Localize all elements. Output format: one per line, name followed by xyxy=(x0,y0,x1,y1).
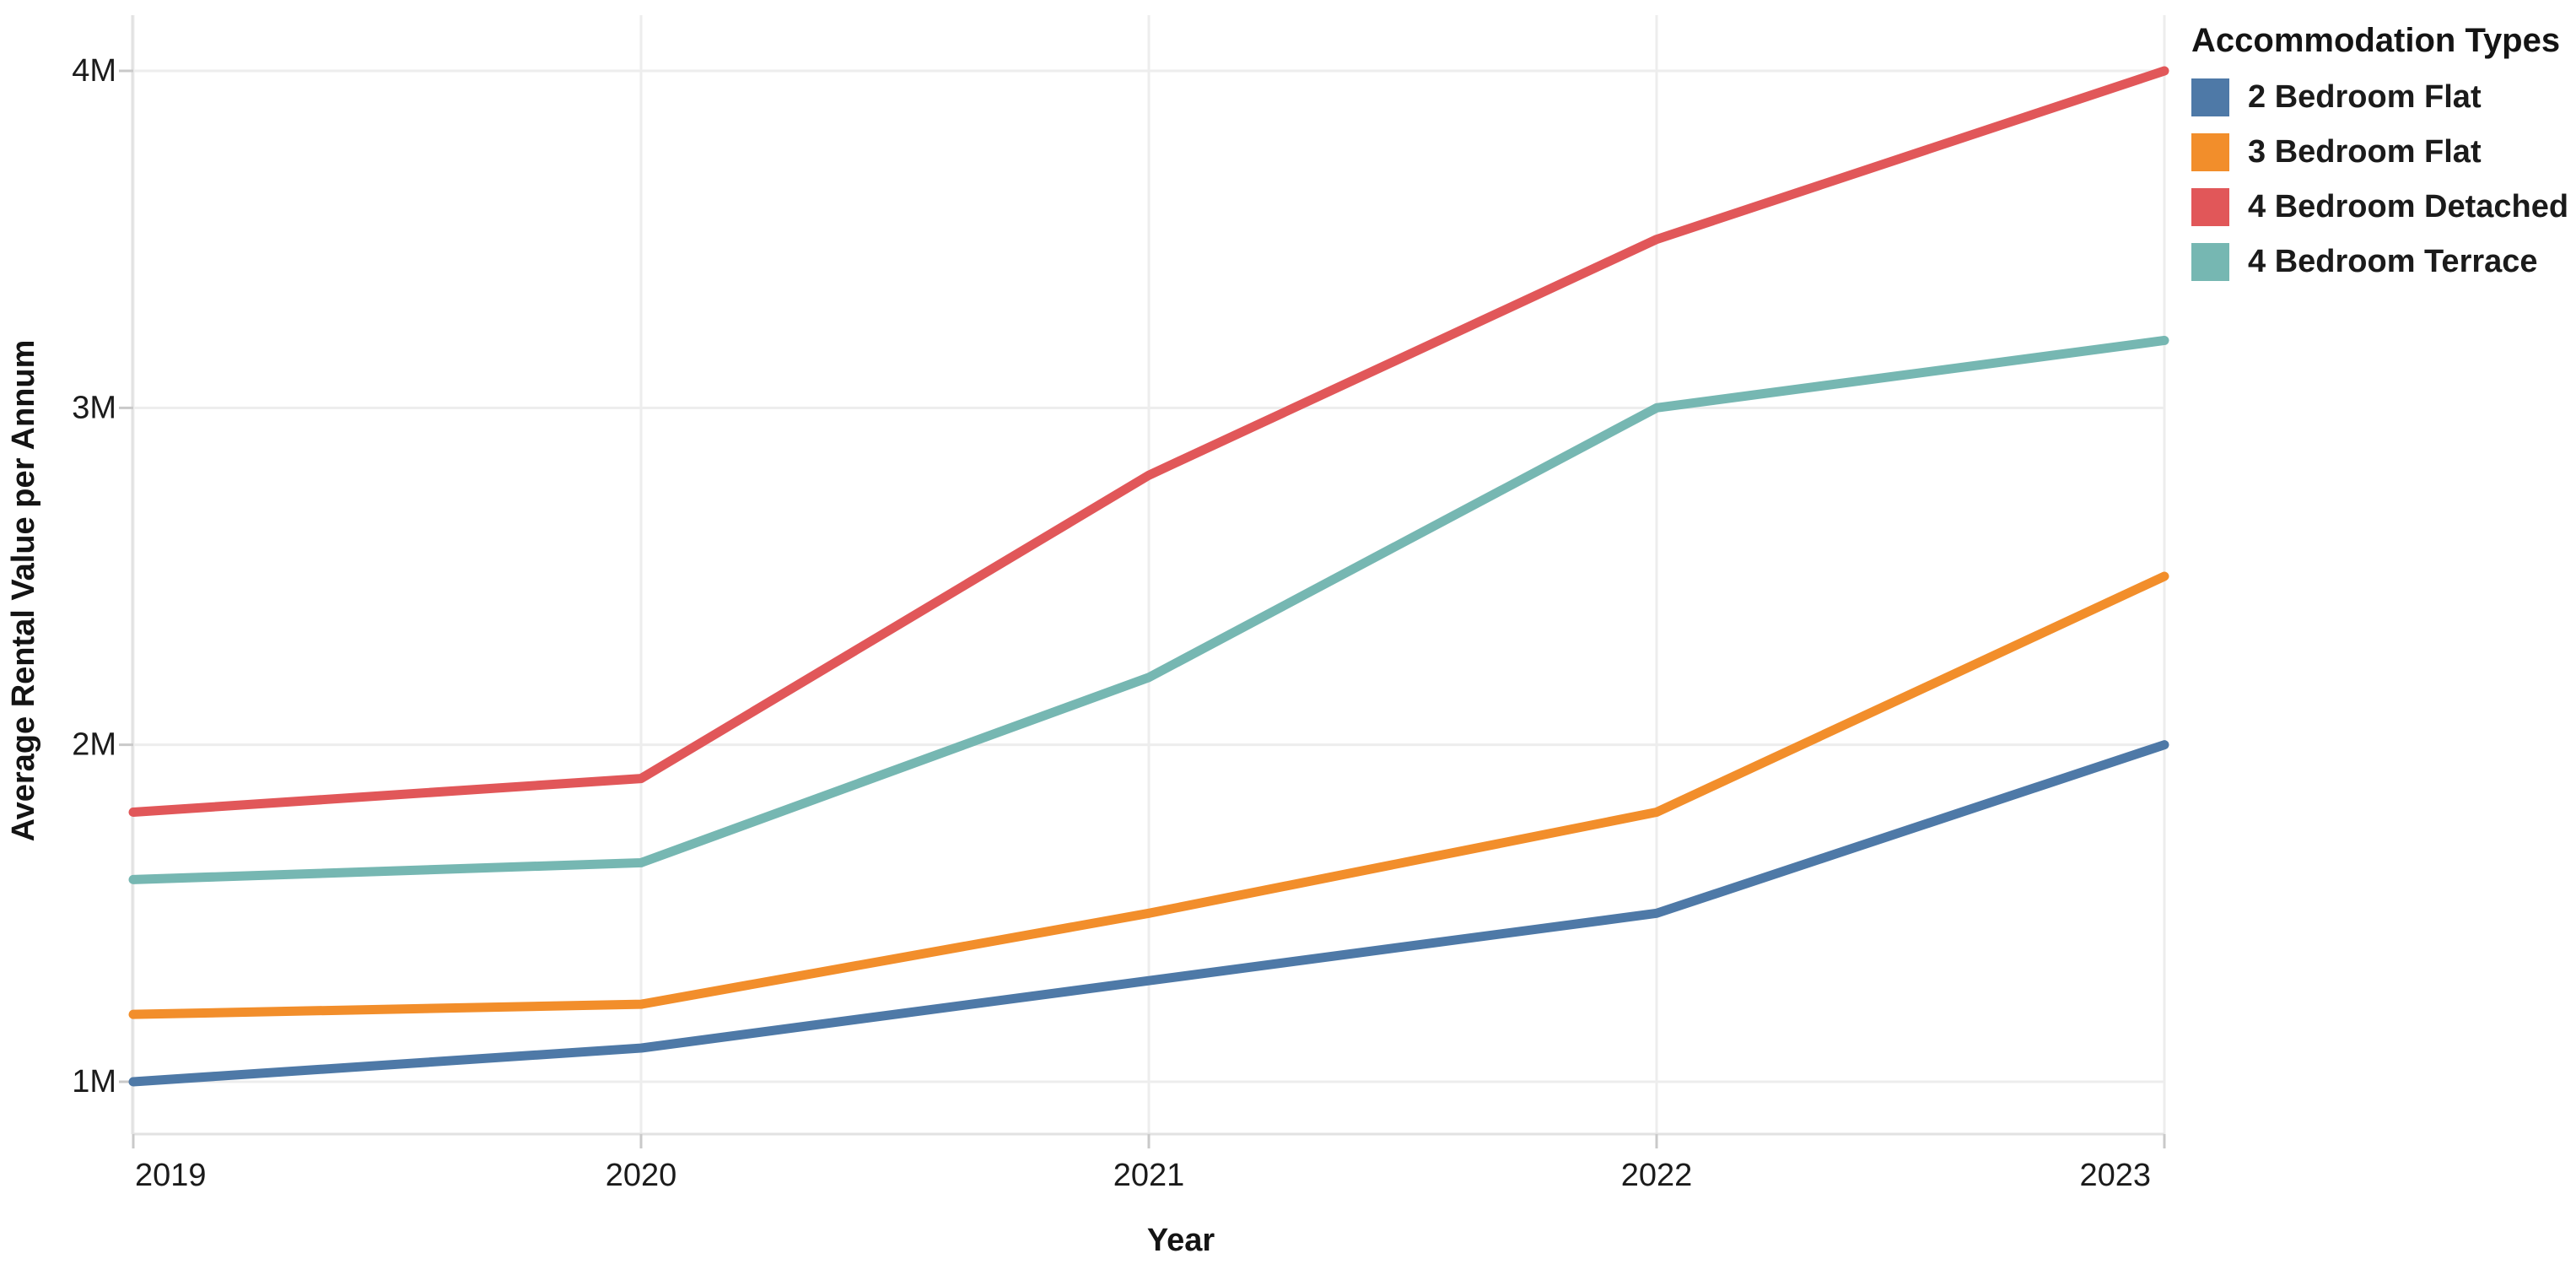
legend-title: Accommodation Types xyxy=(2191,22,2561,59)
legend-swatch-3-bedroom-flat xyxy=(2191,133,2229,171)
y-tick-label: 3M xyxy=(72,390,116,425)
y-tick-label: 1M xyxy=(72,1064,116,1099)
legend-swatch-4-bedroom-terrace xyxy=(2191,243,2229,281)
series-line-2-bedroom-flat[interactable] xyxy=(128,740,2169,1087)
y-tick-label: 4M xyxy=(72,53,116,89)
v-gridlines xyxy=(132,15,2166,1134)
x-tick-labels: 2019 2020 2021 2022 2023 xyxy=(135,1158,2151,1193)
legend-label-3-bedroom-flat: 3 Bedroom Flat xyxy=(2248,134,2482,170)
legend-item-4-bedroom-terrace[interactable]: 4 Bedroom Terrace xyxy=(2191,243,2568,281)
x-axis-title: Year xyxy=(1147,1223,1215,1258)
legend-item-4-bedroom-detached[interactable]: 4 Bedroom Detached xyxy=(2191,188,2568,226)
legend-item-3-bedroom-flat[interactable]: 3 Bedroom Flat xyxy=(2191,133,2568,171)
axis-tick-marks xyxy=(119,69,2166,1148)
legend-label-4-bedroom-detached: 4 Bedroom Detached xyxy=(2248,189,2569,224)
legend-swatch-2-bedroom-flat xyxy=(2191,78,2229,116)
legend: Accommodation Types 2 Bedroom Flat 3 Bed… xyxy=(2191,22,2568,298)
series-line-4-bedroom-terrace[interactable] xyxy=(128,335,2169,884)
legend-item-2-bedroom-flat[interactable]: 2 Bedroom Flat xyxy=(2191,78,2568,116)
series-line-3-bedroom-flat[interactable] xyxy=(128,571,2169,1019)
y-tick-label: 2M xyxy=(72,727,116,763)
x-tick-label: 2022 xyxy=(1621,1158,1693,1193)
x-tick-label: 2020 xyxy=(606,1158,677,1193)
series-line-4-bedroom-detached[interactable] xyxy=(128,66,2169,818)
x-tick-label: 2019 xyxy=(135,1158,207,1193)
legend-label-2-bedroom-flat: 2 Bedroom Flat xyxy=(2248,79,2482,115)
x-tick-label: 2021 xyxy=(1113,1158,1185,1193)
chart-series-lines xyxy=(128,66,2169,1087)
y-axis-title: Average Rental Value per Annum xyxy=(6,340,41,842)
x-tick-label: 2023 xyxy=(2079,1158,2151,1193)
y-tick-labels: 1M 2M 3M 4M xyxy=(72,53,116,1099)
legend-label-4-bedroom-terrace: 4 Bedroom Terrace xyxy=(2248,244,2538,279)
legend-swatch-4-bedroom-detached xyxy=(2191,188,2229,226)
